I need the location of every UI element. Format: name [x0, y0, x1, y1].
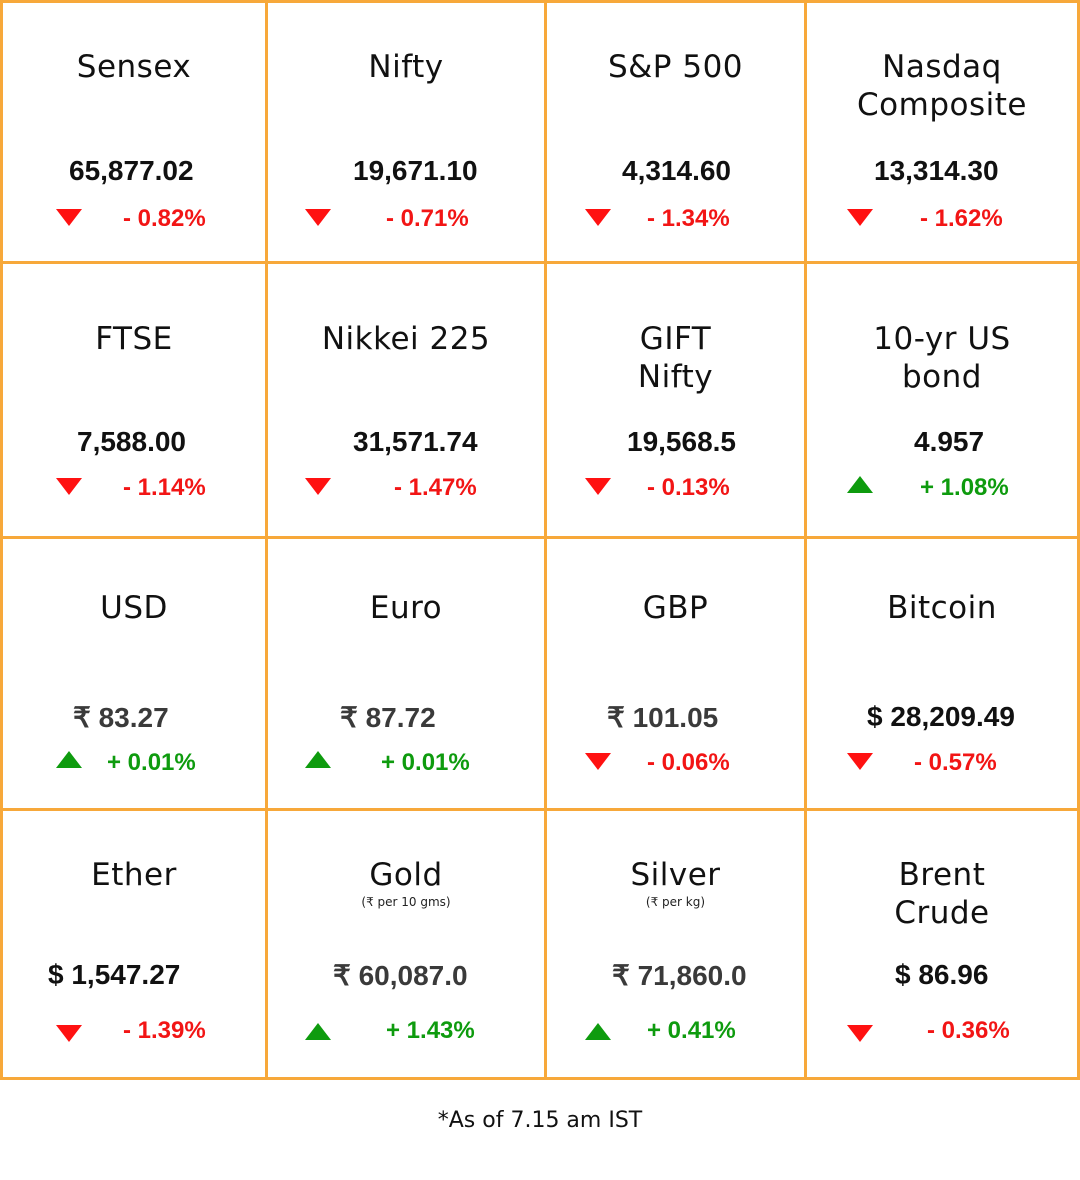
triangle-down-icon — [305, 478, 331, 495]
market-cell-13: Ether $ 1,547.27 - 1.39% — [0, 808, 268, 1080]
instrument-value: 31,571.74 — [353, 426, 478, 457]
triangle-down-icon — [305, 209, 331, 226]
market-cell-9: USD ₹ 83.27 + 0.01% — [0, 536, 268, 811]
triangle-up-icon — [305, 1023, 331, 1040]
instrument-value: $ 86.96 — [895, 959, 989, 990]
percent-change: + 0.01% — [381, 749, 470, 776]
percent-change: - 0.82% — [123, 205, 206, 232]
percent-change: + 0.41% — [647, 1017, 736, 1044]
triangle-up-icon — [585, 1023, 611, 1040]
instrument-value: 4,314.60 — [622, 155, 731, 186]
instrument-name: Gold — [369, 857, 443, 893]
instrument-name: GBP — [642, 590, 709, 626]
percent-change: - 1.62% — [920, 205, 1003, 232]
instrument-value: $ 1,547.27 — [48, 959, 181, 990]
instrument-name: USD — [100, 590, 168, 626]
market-cell-3: S&P 500 4,314.60 - 1.34% — [544, 0, 807, 264]
percent-change: - 1.34% — [647, 205, 730, 232]
triangle-up-icon — [305, 751, 331, 768]
instrument-name: Silver — [630, 857, 721, 893]
instrument-value: 19,568.5 — [627, 426, 736, 457]
percent-change: - 1.39% — [123, 1017, 206, 1044]
triangle-down-icon — [847, 1025, 873, 1042]
percent-change: - 0.13% — [647, 474, 730, 501]
triangle-down-icon — [56, 209, 82, 226]
market-cell-1: Sensex 65,877.02 - 0.82% — [0, 0, 268, 264]
market-cell-7: GIFT Nifty 19,568.5 - 0.13% — [544, 261, 807, 539]
instrument-name: Sensex — [76, 49, 192, 85]
instrument-value: 4.957 — [914, 426, 985, 457]
triangle-down-icon — [56, 478, 82, 495]
percent-change: - 0.06% — [647, 749, 730, 776]
market-cell-14: Gold (₹ per 10 gms) ₹ 60,087.0 + 1.43% — [265, 808, 547, 1080]
percent-change: + 1.08% — [920, 474, 1009, 501]
percent-change: - 1.14% — [123, 474, 206, 501]
percent-change: - 0.57% — [914, 749, 997, 776]
market-cell-11: GBP ₹ 101.05 - 0.06% — [544, 536, 807, 811]
market-cell-5: FTSE 7,588.00 - 1.14% — [0, 261, 268, 539]
market-cell-10: Euro ₹ 87.72 + 0.01% — [265, 536, 547, 811]
instrument-value: 65,877.02 — [69, 155, 194, 186]
instrument-name: S&P 500 — [607, 49, 744, 85]
triangle-down-icon — [585, 753, 611, 770]
percent-change: - 0.71% — [386, 205, 469, 232]
instrument-unit: (₹ per 10 gms) — [361, 895, 451, 909]
triangle-down-icon — [847, 209, 873, 226]
triangle-up-icon — [56, 751, 82, 768]
instrument-value: ₹ 87.72 — [340, 702, 436, 733]
market-cell-12: Bitcoin $ 28,209.49 - 0.57% — [804, 536, 1080, 811]
market-cell-4: Nasdaq Composite 13,314.30 - 1.62% — [804, 0, 1080, 264]
instrument-value: $ 28,209.49 — [867, 701, 1015, 732]
instrument-value: ₹ 83.27 — [73, 702, 169, 733]
instrument-value: 19,671.10 — [353, 155, 478, 186]
market-cell-8: 10-yr US bond 4.957 + 1.08% — [804, 261, 1080, 539]
instrument-name: GIFT Nifty — [637, 321, 714, 395]
triangle-down-icon — [585, 478, 611, 495]
instrument-name: Nifty — [368, 49, 444, 85]
percent-change: + 1.43% — [386, 1017, 475, 1044]
instrument-value: ₹ 60,087.0 — [333, 960, 468, 991]
percent-change: - 1.47% — [394, 474, 477, 501]
instrument-value: 7,588.00 — [77, 426, 186, 457]
triangle-down-icon — [847, 753, 873, 770]
triangle-down-icon — [56, 1025, 82, 1042]
triangle-down-icon — [585, 209, 611, 226]
footnote: *As of 7.15 am IST — [437, 1108, 643, 1133]
instrument-value: ₹ 71,860.0 — [612, 960, 747, 991]
instrument-name: Bitcoin — [887, 590, 997, 626]
triangle-up-icon — [847, 476, 873, 493]
percent-change: - 0.36% — [927, 1017, 1010, 1044]
market-cell-16: Brent Crude $ 86.96 - 0.36% — [804, 808, 1080, 1080]
instrument-name: Nasdaq Composite — [857, 49, 1027, 123]
instrument-name: Euro — [369, 590, 443, 626]
market-cell-6: Nikkei 225 31,571.74 - 1.47% — [265, 261, 547, 539]
instrument-name: FTSE — [95, 321, 173, 357]
instrument-name: Ether — [91, 857, 177, 893]
instrument-value: ₹ 101.05 — [607, 702, 719, 733]
instrument-name: Nikkei 225 — [321, 321, 491, 357]
instrument-name: 10-yr US bond — [873, 321, 1011, 395]
instrument-name: Brent Crude — [894, 857, 990, 931]
instrument-value: 13,314.30 — [874, 155, 999, 186]
market-cell-15: Silver (₹ per kg) ₹ 71,860.0 + 0.41% — [544, 808, 807, 1080]
percent-change: + 0.01% — [107, 749, 196, 776]
market-grid: Sensex 65,877.02 - 0.82% Nifty 19,671.10 - 0.… — [0, 0, 1080, 1080]
instrument-unit: (₹ per kg) — [645, 895, 706, 909]
market-cell-2: Nifty 19,671.10 - 0.71% — [265, 0, 547, 264]
